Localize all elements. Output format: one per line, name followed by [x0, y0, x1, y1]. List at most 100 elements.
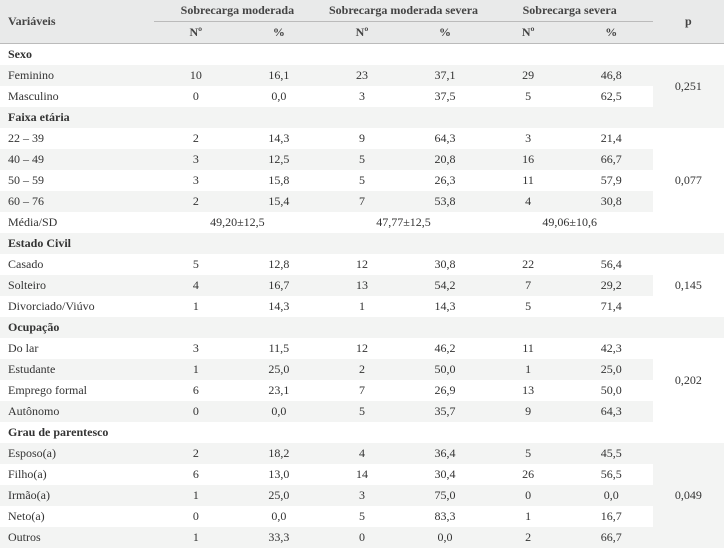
header-n1: Nº [154, 22, 237, 44]
cell-p1: 16,7 [237, 275, 320, 296]
cell-p1: 12,8 [237, 254, 320, 275]
row-label: Do lar [0, 338, 154, 359]
cell-p3: 45,5 [570, 443, 653, 464]
cell-n1: 2 [154, 443, 237, 464]
summary-label: Média/SD [0, 212, 154, 233]
cell-p1: 12,5 [237, 149, 320, 170]
cell-n3: 22 [487, 254, 570, 275]
cell-n3: 4 [487, 191, 570, 212]
cell-n2: 7 [320, 380, 403, 401]
cell-n3: 5 [487, 86, 570, 107]
cell-p2: 26,3 [404, 170, 487, 191]
header-group-moderada: Sobrecarga moderada [154, 0, 320, 22]
cell-n1: 1 [154, 359, 237, 380]
cell-n1: 3 [154, 149, 237, 170]
cell-n3: 0 [487, 485, 570, 506]
header-n2: Nº [320, 22, 403, 44]
table-row: Casado512,81230,82256,40,145 [0, 254, 724, 275]
table-row: Neto(a)00,0583,3116,7 [0, 506, 724, 527]
cell-n1: 3 [154, 170, 237, 191]
cell-n1: 1 [154, 527, 237, 548]
cell-n2: 5 [320, 170, 403, 191]
cell-p2: 0,0 [404, 527, 487, 548]
cell-n3: 29 [487, 65, 570, 86]
cell-n2: 3 [320, 86, 403, 107]
cell-n2: 5 [320, 506, 403, 527]
table-row: Solteiro416,71354,2729,2 [0, 275, 724, 296]
row-label: Outros [0, 527, 154, 548]
header-variaveis: Variáveis [0, 0, 154, 44]
cell-p1: 33,3 [237, 527, 320, 548]
row-label: 50 – 59 [0, 170, 154, 191]
table-row: Feminino1016,12337,12946,80,251 [0, 65, 724, 86]
cell-n3: 16 [487, 149, 570, 170]
cell-n1: 4 [154, 275, 237, 296]
cell-p2: 50,0 [404, 359, 487, 380]
row-label: Filho(a) [0, 464, 154, 485]
cell-p2: 14,3 [404, 296, 487, 317]
table-row: Outros133,300,0266,7 [0, 527, 724, 548]
section-title: Faixa etária [0, 107, 724, 128]
cell-n2: 2 [320, 359, 403, 380]
cell-n2: 5 [320, 149, 403, 170]
table-row: Emprego formal623,1726,91350,0 [0, 380, 724, 401]
row-label: Estudante [0, 359, 154, 380]
cell-p2: 30,4 [404, 464, 487, 485]
cell-n2: 4 [320, 443, 403, 464]
cell-n1: 10 [154, 65, 237, 86]
row-label: 22 – 39 [0, 128, 154, 149]
table-body: SexoFeminino1016,12337,12946,80,251Mascu… [0, 44, 724, 548]
row-label: Neto(a) [0, 506, 154, 527]
table-row: Do lar311,51246,21142,30,202 [0, 338, 724, 359]
cell-p1: 14,3 [237, 296, 320, 317]
row-label: Esposo(a) [0, 443, 154, 464]
cell-n1: 0 [154, 86, 237, 107]
row-label: Emprego formal [0, 380, 154, 401]
cell-p2: 54,2 [404, 275, 487, 296]
row-label: 40 – 49 [0, 149, 154, 170]
cell-p2: 30,8 [404, 254, 487, 275]
cell-n3: 5 [487, 296, 570, 317]
cell-n1: 0 [154, 401, 237, 422]
cell-n1: 6 [154, 464, 237, 485]
cell-p1: 11,5 [237, 338, 320, 359]
cell-p1: 13,0 [237, 464, 320, 485]
row-label: Casado [0, 254, 154, 275]
cell-p2: 46,2 [404, 338, 487, 359]
row-label: Feminino [0, 65, 154, 86]
cell-n2: 12 [320, 338, 403, 359]
cell-p3: 30,8 [570, 191, 653, 212]
cell-p2: 26,9 [404, 380, 487, 401]
cell-p1: 15,8 [237, 170, 320, 191]
cell-p1: 14,3 [237, 128, 320, 149]
cell-n3: 9 [487, 401, 570, 422]
table-row: Estudante125,0250,0125,0 [0, 359, 724, 380]
cell-p3: 56,4 [570, 254, 653, 275]
header-pct1: % [237, 22, 320, 44]
cell-n2: 0 [320, 527, 403, 548]
table-row: 60 – 76215,4753,8430,8 [0, 191, 724, 212]
row-label: Solteiro [0, 275, 154, 296]
cell-n1: 1 [154, 296, 237, 317]
data-table: Variáveis Sobrecarga moderada Sobrecarga… [0, 0, 724, 548]
header-n3: Nº [487, 22, 570, 44]
cell-n2: 12 [320, 254, 403, 275]
section-title: Sexo [0, 44, 724, 66]
p-value: 0,077 [653, 128, 724, 233]
cell-p3: 29,2 [570, 275, 653, 296]
cell-p1: 16,1 [237, 65, 320, 86]
cell-p3: 42,3 [570, 338, 653, 359]
p-value: 0,202 [653, 338, 724, 422]
cell-p3: 46,8 [570, 65, 653, 86]
cell-n1: 2 [154, 191, 237, 212]
cell-n2: 13 [320, 275, 403, 296]
p-value: 0,251 [653, 65, 724, 107]
cell-n1: 0 [154, 506, 237, 527]
table-row: 22 – 39214,3964,3321,40,077 [0, 128, 724, 149]
row-label: Autônomo [0, 401, 154, 422]
cell-n3: 5 [487, 443, 570, 464]
cell-p2: 37,1 [404, 65, 487, 86]
summary-val-2: 47,77±12,5 [320, 212, 486, 233]
cell-p1: 23,1 [237, 380, 320, 401]
p-value: 0,145 [653, 254, 724, 317]
